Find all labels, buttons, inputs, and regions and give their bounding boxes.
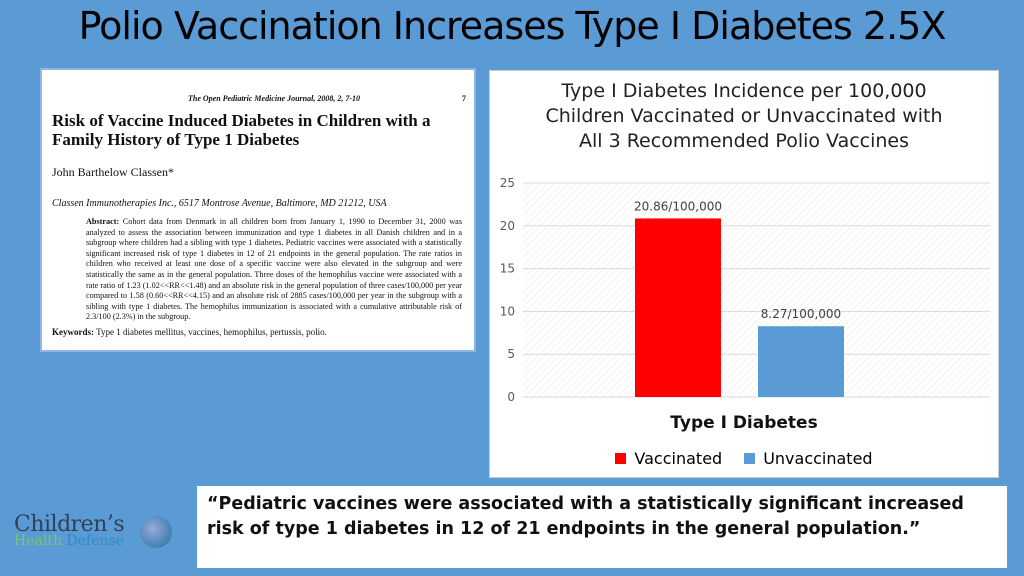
keywords-label: Keywords: [52, 326, 94, 337]
globe-hands-icon [140, 516, 172, 548]
y-tick-label: 10 [500, 304, 515, 318]
y-tick-label: 0 [507, 390, 515, 404]
journal-citation: The Open Pediatric Medicine Journal, 200… [188, 94, 360, 103]
x-axis-label: Type I Diabetes [670, 413, 818, 433]
chart-title-line: All 3 Recommended Polio Vaccines [578, 130, 910, 152]
chart-title-line: Children Vaccinated or Unvaccinated with [545, 105, 943, 127]
paper-title: Risk of Vaccine Induced Diabetes in Chil… [52, 111, 431, 149]
y-tick-label: 5 [507, 347, 515, 361]
paper-header: The Open Pediatric Medicine Journal, 200… [52, 94, 466, 103]
plot-background [523, 183, 990, 397]
logo-defense: Defense [66, 533, 124, 549]
bar-unvaccinated [758, 326, 844, 397]
quote-box: “Pediatric vaccines were associated with… [197, 486, 1007, 568]
abstract-text: Cohort data from Denmark in all children… [86, 217, 463, 322]
legend-swatch [744, 453, 756, 464]
legend-label: Vaccinated [634, 449, 723, 468]
y-tick-label: 15 [500, 262, 515, 276]
page-number: 7 [462, 94, 466, 103]
chart-title: Type I Diabetes Incidence per 100,000 Ch… [490, 79, 998, 154]
slide-title: Polio Vaccination Increases Type I Diabe… [78, 4, 947, 48]
paper-affiliation: Classen Immunotherapies Inc., 6517 Montr… [52, 198, 387, 209]
paper-author: John Barthelow Classen* [52, 165, 174, 179]
childrens-health-defense-logo: Children’s Health Defense [14, 512, 125, 549]
data-label: 8.27/100,000 [761, 307, 841, 321]
data-label: 20.86/100,000 [634, 199, 722, 213]
logo-line2: Health Defense [14, 533, 124, 549]
paper-keywords: Keywords: Type 1 diabetes mellitus, vacc… [52, 327, 466, 337]
chart-plot: 0 5 10 15 20 25 20.86/100,000 8.27/100,000 [500, 176, 990, 404]
logo-line1: Children’s [14, 512, 125, 537]
logo-health: Health [14, 533, 62, 549]
bar-vaccinated [635, 218, 721, 397]
chart-legend: Vaccinated Unvaccinated [490, 449, 998, 468]
keywords-text: Type 1 diabetes mellitus, vaccines, hemo… [96, 326, 327, 337]
legend-label: Unvaccinated [763, 449, 873, 468]
bar-chart: Type I Diabetes Incidence per 100,000 Ch… [489, 70, 999, 478]
chart-title-line: Type I Diabetes Incidence per 100,000 [561, 80, 927, 102]
legend-item-vaccinated: Vaccinated [615, 449, 722, 468]
y-tick-label: 25 [500, 176, 515, 190]
legend-item-unvaccinated: Unvaccinated [744, 449, 873, 468]
y-tick-label: 20 [500, 219, 515, 233]
abstract-label: Abstract: [86, 217, 120, 226]
paper-abstract: Abstract: Cohort data from Denmark in al… [86, 217, 462, 323]
paper-excerpt: The Open Pediatric Medicine Journal, 200… [40, 68, 476, 352]
legend-swatch [615, 453, 627, 464]
